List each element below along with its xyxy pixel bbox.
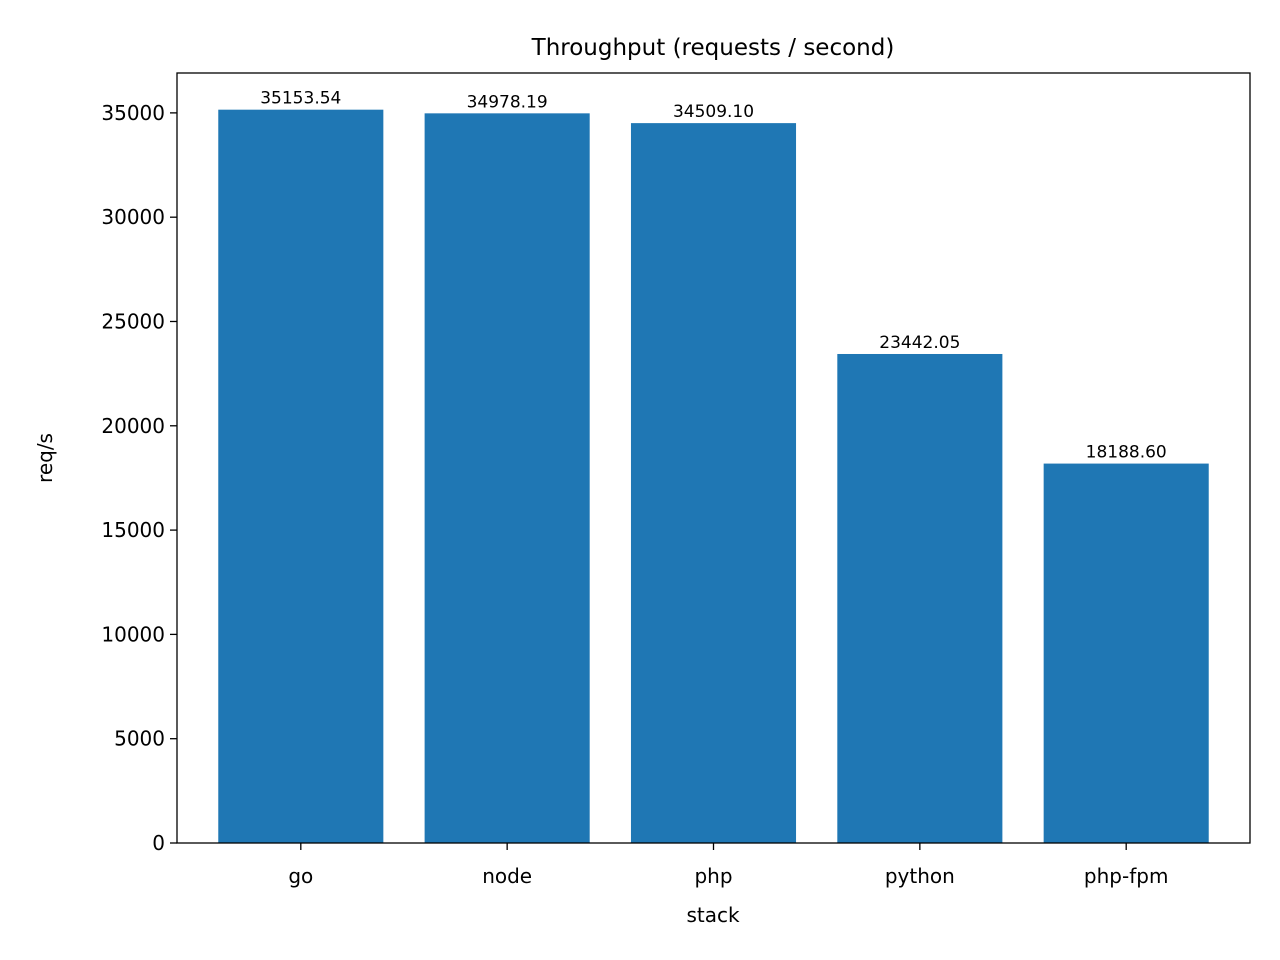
x-tick-label-python: python: [885, 864, 955, 888]
bar-php: [630, 123, 797, 844]
bars: [218, 109, 1209, 844]
y-axis-label: req/s: [33, 433, 57, 483]
y-axis-ticks: 0 5000 10000 15000 20000 25000 30000 35000: [101, 101, 177, 855]
bar-value-label-go: 35153.54: [260, 89, 341, 109]
bar-value-label-node: 34978.19: [467, 92, 548, 112]
bar-python: [837, 353, 1003, 843]
plot-frame: [176, 72, 1251, 844]
x-axis-label: stack: [686, 903, 740, 927]
x-tick-label-php: php: [694, 864, 732, 888]
bar-go: [218, 109, 384, 843]
chart-title: Throughput (requests / second): [531, 35, 895, 61]
x-tick-label-php-fpm: php-fpm: [1084, 864, 1169, 888]
bar-value-label-python: 23442.05: [879, 333, 960, 353]
x-axis-ticks: go node php python php-fpm: [288, 843, 1168, 888]
bar-php-fpm: [1043, 463, 1209, 843]
y-tick-label: 5000: [114, 727, 165, 751]
bar-value-label-php: 34509.10: [673, 102, 754, 122]
y-tick-label: 25000: [101, 309, 165, 333]
y-tick-label: 15000: [101, 518, 165, 542]
y-tick-label: 20000: [101, 414, 165, 438]
y-tick-label: 10000: [101, 622, 165, 646]
bar-value-label-php-fpm: 18188.60: [1086, 443, 1167, 463]
y-tick-label: 30000: [101, 205, 165, 229]
bar-node: [424, 113, 590, 844]
y-tick-label: 0: [152, 831, 165, 855]
y-tick-label: 35000: [101, 101, 165, 125]
bar-value-labels: 35153.54 34978.19 34509.10 23442.05 18188.60: [260, 89, 1167, 463]
x-tick-label-node: node: [482, 864, 532, 888]
x-tick-label-go: go: [288, 864, 313, 888]
